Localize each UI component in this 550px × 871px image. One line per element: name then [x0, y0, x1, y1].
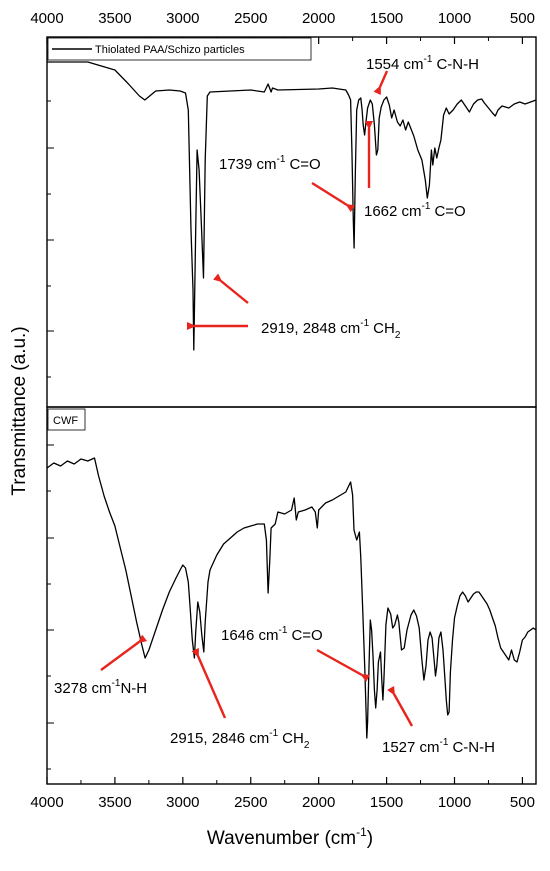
annotation-1646: 1646 cm-1 C=O — [221, 625, 371, 682]
x-tick-label-bottom-2500: 2500 — [234, 794, 267, 811]
annotation-1739: 1739 cm-1 C=O — [219, 154, 356, 213]
top-x-tick-labels: 4000 3500 3000 2500 2000 1500 1000 500 — [30, 10, 535, 27]
series-line-cwf — [46, 457, 537, 739]
annotation-text-1527: 1527 cm-1 C-N-H — [382, 737, 495, 756]
x-tick-label-top-2500: 2500 — [234, 10, 267, 27]
x-tick-label-bottom-500: 500 — [510, 794, 535, 811]
x-tick-label-bottom-4000: 4000 — [30, 794, 63, 811]
bottom-x-ticks — [46, 777, 524, 784]
x-tick-label-top-1000: 1000 — [438, 10, 471, 27]
legend-bottom: CWF — [47, 408, 86, 431]
legend-label-cwf: CWF — [53, 415, 78, 427]
annotation-3278: 3278 cm-1N-H — [54, 634, 147, 697]
annotation-text-1554: 1554 cm-1 C-N-H — [366, 54, 479, 73]
annotation-1554: 1554 cm-1 C-N-H — [366, 54, 479, 96]
annotation-1527: 1527 cm-1 C-N-H — [382, 685, 495, 756]
y-axis-title: Transmittance (a.u.) — [9, 326, 30, 495]
legend-label-thiolated: Thiolated PAA/Schizo particles — [95, 44, 245, 56]
annotation-2919-2848: 2919, 2848 cm-1 CH2 — [187, 273, 401, 341]
bottom-panel-frame — [46, 406, 537, 785]
x-tick-label-bottom-2000: 2000 — [302, 794, 335, 811]
x-tick-label-bottom-3000: 3000 — [166, 794, 199, 811]
x-tick-label-top-1500: 1500 — [370, 10, 403, 27]
annotation-2915-2846: 2915, 2846 cm-1 CH2 — [170, 647, 310, 751]
x-tick-label-top-3000: 3000 — [166, 10, 199, 27]
annotation-text-2915-2846: 2915, 2846 cm-1 CH2 — [170, 728, 310, 751]
x-tick-label-bottom-1000: 1000 — [438, 794, 471, 811]
x-tick-label-top-4000: 4000 — [30, 10, 63, 27]
annotation-1662: 1662 cm-1 C=O — [364, 121, 466, 220]
annotation-text-3278: 3278 cm-1N-H — [54, 678, 147, 697]
annotation-text-1646: 1646 cm-1 C=O — [221, 625, 323, 644]
x-tick-label-top-2000: 2000 — [302, 10, 335, 27]
x-tick-label-top-3500: 3500 — [98, 10, 131, 27]
x-tick-label-bottom-1500: 1500 — [370, 794, 403, 811]
annotation-text-2919-2848: 2919, 2848 cm-1 CH2 — [261, 318, 401, 341]
x-tick-label-top-500: 500 — [510, 10, 535, 27]
annotation-text-1662: 1662 cm-1 C=O — [364, 201, 466, 220]
x-axis-title: Wavenumber (cm-1) — [207, 825, 373, 849]
legend-top: Thiolated PAA/Schizo particles — [47, 37, 312, 61]
series-line-thiolated-paa — [47, 61, 537, 351]
annotation-text-1739: 1739 cm-1 C=O — [219, 154, 321, 173]
top-panel-frame — [46, 36, 537, 408]
x-tick-label-bottom-3500: 3500 — [98, 794, 131, 811]
bottom-x-tick-labels: 4000 3500 3000 2500 2000 1500 1000 500 — [30, 794, 535, 811]
